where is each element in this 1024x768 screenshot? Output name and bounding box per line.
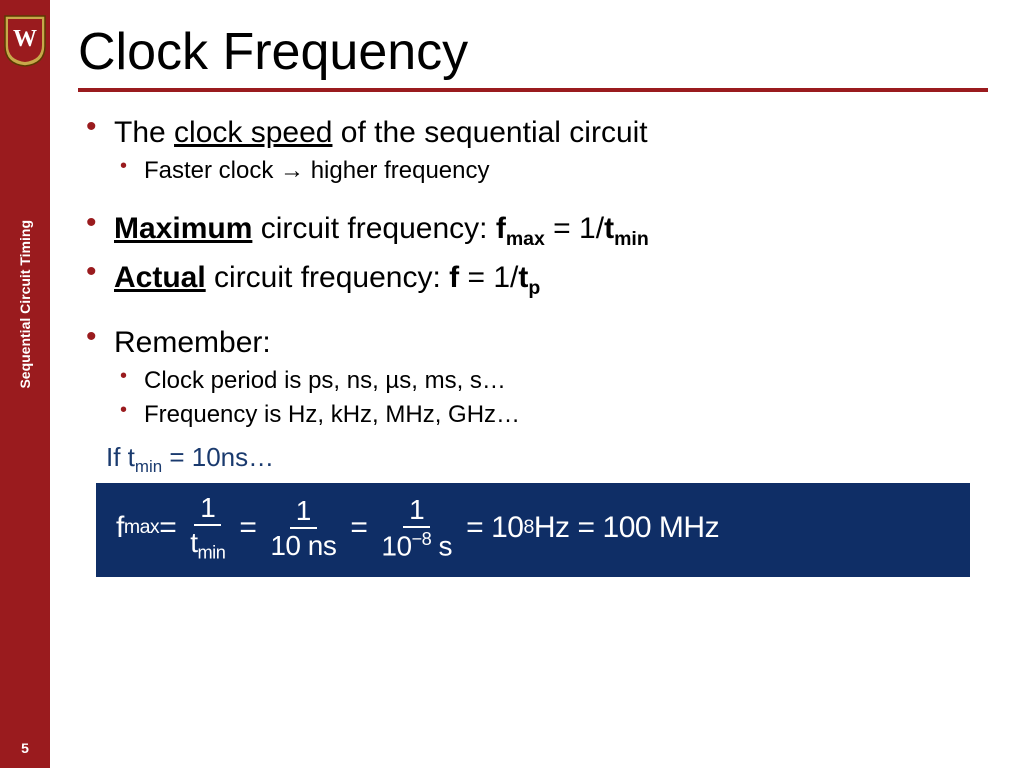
bullet-bold-underlined: Maximum bbox=[114, 212, 252, 245]
equation-box: fmax = 1 tmin = 1 10 ns = 1 10−8 s = 108… bbox=[96, 483, 970, 577]
equation-eq: = bbox=[350, 511, 367, 545]
frac-num: 1 bbox=[290, 496, 317, 529]
bullet-formula: fmax = 1/tmin bbox=[496, 212, 649, 245]
bullet-formula: f = 1/tp bbox=[449, 261, 540, 294]
bullet-item: Remember: Clock period is ps, ns, µs, ms… bbox=[78, 324, 988, 430]
title-rule bbox=[78, 88, 988, 92]
frac-den: 10−8 s bbox=[375, 528, 458, 561]
equation-lhs: fmax = bbox=[116, 511, 176, 545]
bullet-underlined: clock speed bbox=[174, 116, 332, 149]
frac-num: 1 bbox=[403, 495, 430, 528]
bullet-text: of the sequential circuit bbox=[332, 116, 647, 149]
page-number: 5 bbox=[21, 740, 29, 756]
equation-frac: 1 10−8 s bbox=[375, 495, 458, 561]
sub-bullet-item: Frequency is Hz, kHz, MHz, GHz… bbox=[114, 400, 988, 430]
wisconsin-crest-icon: W bbox=[3, 14, 47, 68]
bullet-item: Maximum circuit frequency: fmax = 1/tmin bbox=[78, 210, 988, 251]
bullet-text: Remember: bbox=[114, 326, 271, 359]
bullet-item: The clock speed of the sequential circui… bbox=[78, 114, 988, 186]
frac-num: 1 bbox=[194, 493, 221, 526]
bullet-list: The clock speed of the sequential circui… bbox=[78, 114, 988, 430]
equation-eq: = bbox=[578, 511, 595, 545]
sub-bullet-list: Faster clock → higher frequency bbox=[114, 156, 988, 186]
equation-frac: 1 10 ns bbox=[264, 496, 342, 561]
frac-den: tmin bbox=[184, 526, 231, 563]
bullet-bold-underlined: Actual bbox=[114, 261, 206, 294]
sidebar-title: Sequential Circuit Timing bbox=[17, 220, 33, 389]
bullet-text: circuit frequency: bbox=[206, 261, 449, 294]
crest-letter: W bbox=[13, 26, 37, 52]
sub-bullet-item: Clock period is ps, ns, µs, ms, s… bbox=[114, 366, 988, 396]
if-line: If tmin = 10ns… bbox=[106, 442, 988, 477]
equation-eq: = bbox=[466, 511, 483, 545]
sidebar: W Sequential Circuit Timing 5 bbox=[0, 0, 50, 768]
sub-bullet-item: Faster clock → higher frequency bbox=[114, 156, 988, 186]
bullet-text: The bbox=[114, 116, 174, 149]
slide-content: Clock Frequency The clock speed of the s… bbox=[50, 0, 1024, 768]
frac-den: 10 ns bbox=[264, 529, 342, 560]
equation-rhs: 100 MHz bbox=[603, 511, 720, 545]
bullet-text: circuit frequency: bbox=[252, 212, 495, 245]
equation-rhs: 108 Hz bbox=[491, 511, 569, 545]
sub-bullet-list: Clock period is ps, ns, µs, ms, s… Frequ… bbox=[114, 366, 988, 430]
bullet-item: Actual circuit frequency: f = 1/tp bbox=[78, 259, 988, 300]
equation-frac: 1 tmin bbox=[184, 493, 231, 563]
slide-title: Clock Frequency bbox=[78, 22, 988, 82]
slide: W Sequential Circuit Timing 5 Clock Freq… bbox=[0, 0, 1024, 768]
equation-eq: = bbox=[239, 511, 256, 545]
